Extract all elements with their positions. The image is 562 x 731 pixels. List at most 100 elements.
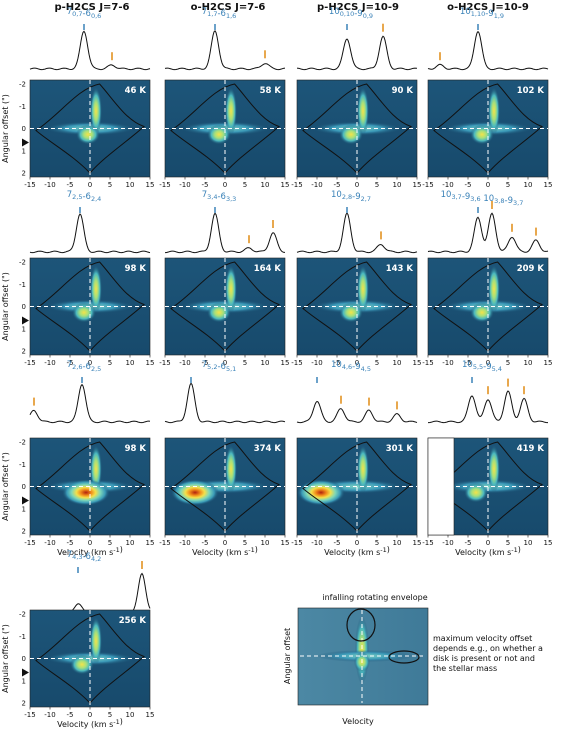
transition-label: 101,10-91,9 — [460, 7, 504, 20]
x-tick-label: 10 — [126, 539, 135, 547]
x-tick-label: -5 — [202, 181, 209, 189]
y-tick-label: 1 — [22, 147, 26, 155]
schematic-ylabel: Angular offset — [283, 628, 292, 684]
x-tick-label: 0 — [355, 539, 359, 547]
x-axis-label: Velocity (km s-1) — [455, 545, 521, 557]
x-tick-label: -15 — [422, 539, 433, 547]
x-tick-label: -15 — [159, 539, 170, 547]
y-tick-label: -2 — [19, 259, 26, 267]
contour — [35, 613, 145, 704]
column-title-1: p-H2CS J=7-6 — [54, 2, 129, 13]
temperature-label: 301 K — [386, 444, 414, 454]
temperature-label: 209 K — [517, 264, 545, 274]
x-tick-label: -5 — [334, 181, 341, 189]
x-tick-label: 10 — [261, 181, 270, 189]
x-tick-label: 5 — [108, 539, 112, 547]
x-tick-label: -15 — [422, 181, 433, 189]
x-tick-label: -10 — [44, 539, 55, 547]
emission-peak — [207, 124, 231, 145]
x-tick-label: -10 — [44, 359, 55, 367]
x-tick-label: 15 — [146, 181, 155, 189]
x-tick-label: -15 — [159, 181, 170, 189]
transition-label: 102,8-92,7 — [331, 190, 371, 203]
x-tick-label: 15 — [413, 359, 422, 367]
x-tick-label: -5 — [334, 539, 341, 547]
x-tick-label: 0 — [355, 181, 359, 189]
emission-vertical — [90, 86, 102, 136]
contour — [35, 441, 145, 532]
x-tick-label: -10 — [44, 711, 55, 719]
emission-vertical — [225, 86, 237, 136]
transition-label: 103,7-93,6 103,8-93,7 — [441, 190, 524, 207]
emission-peak — [470, 124, 494, 145]
x-tick-label: 0 — [486, 181, 490, 189]
schematic: infalling rotating envelope maximum velo… — [283, 593, 543, 726]
column-title-3: p-H2CS J=10-9 — [317, 2, 399, 13]
x-axis-label: Velocity (km s-1) — [57, 717, 123, 729]
x-tick-label: 0 — [223, 539, 227, 547]
x-tick-label: 0 — [355, 359, 359, 367]
source-marker — [22, 496, 29, 505]
y-axis-label: Angular offset (") — [1, 272, 10, 341]
contour — [433, 261, 543, 352]
contour — [35, 261, 145, 352]
column-title-4: o-H2CS J=10-9 — [447, 2, 529, 13]
emission-vertical — [90, 616, 102, 666]
y-tick-label: 0 — [22, 125, 26, 133]
transition-label: 72,6-62,5 — [67, 360, 102, 373]
contour — [170, 83, 280, 174]
emission-vertical — [90, 264, 102, 314]
y-axis-label: Angular offset (") — [1, 94, 10, 163]
x-tick-label: -5 — [67, 539, 74, 547]
source-marker — [22, 316, 29, 325]
x-tick-label: 5 — [375, 539, 379, 547]
x-tick-label: -10 — [179, 539, 190, 547]
x-tick-label: 15 — [413, 539, 422, 547]
x-tick-label: -10 — [179, 181, 190, 189]
transition-label: 105,5-95,4 — [462, 360, 502, 373]
x-tick-label: 5 — [506, 181, 510, 189]
schematic-offset-ellipse — [388, 650, 420, 664]
emission-peak — [72, 302, 96, 323]
spectrum-line — [296, 35, 418, 71]
x-tick-label: -15 — [291, 181, 302, 189]
x-tick-label: 10 — [524, 181, 533, 189]
x-tick-label: -5 — [67, 711, 74, 719]
y-tick-label: 1 — [22, 505, 26, 513]
y-tick-label: 2 — [22, 170, 26, 178]
transition-label: 70,7-60,6 — [67, 7, 102, 20]
x-tick-label: 10 — [524, 539, 533, 547]
x-tick-label: 0 — [88, 539, 92, 547]
x-tick-label: 15 — [544, 539, 553, 547]
contour — [35, 83, 145, 174]
spectrum-line — [29, 572, 151, 614]
schematic-envelope-label: infalling rotating envelope — [322, 593, 427, 602]
x-tick-label: -10 — [442, 539, 453, 547]
schematic-offset-label: maximum velocity offset depends e.g., on … — [433, 634, 543, 673]
transition-label: 74,3-64,2 — [67, 550, 102, 563]
x-tick-label: -15 — [291, 539, 302, 547]
x-tick-label: 10 — [261, 359, 270, 367]
emission-peak — [339, 124, 363, 145]
x-axis-label: Velocity (km s-1) — [192, 545, 258, 557]
x-tick-label: 15 — [146, 359, 155, 367]
x-tick-label: 15 — [544, 359, 553, 367]
y-tick-label: 2 — [22, 348, 26, 356]
x-tick-label: -5 — [67, 181, 74, 189]
x-tick-label: -10 — [311, 539, 322, 547]
y-tick-label: 0 — [22, 303, 26, 311]
x-tick-label: -5 — [465, 539, 472, 547]
x-tick-label: 0 — [486, 539, 490, 547]
temperature-label: 374 K — [254, 444, 282, 454]
x-tick-label: 5 — [243, 359, 247, 367]
y-tick-label: 1 — [22, 677, 26, 685]
emission-peak — [470, 302, 494, 323]
y-tick-label: -1 — [19, 103, 26, 111]
panels: 70,7-60,646 K-15 -10 -5 0 5 10 15-2-1012Angula… — [1, 7, 552, 729]
column-title-2: o-H2CS J=7-6 — [191, 2, 266, 13]
spectrum-line — [29, 383, 151, 424]
spectrum-line — [296, 212, 418, 254]
y-tick-label: 0 — [22, 483, 26, 491]
emission-vertical — [357, 264, 369, 314]
x-tick-label: 10 — [393, 181, 402, 189]
